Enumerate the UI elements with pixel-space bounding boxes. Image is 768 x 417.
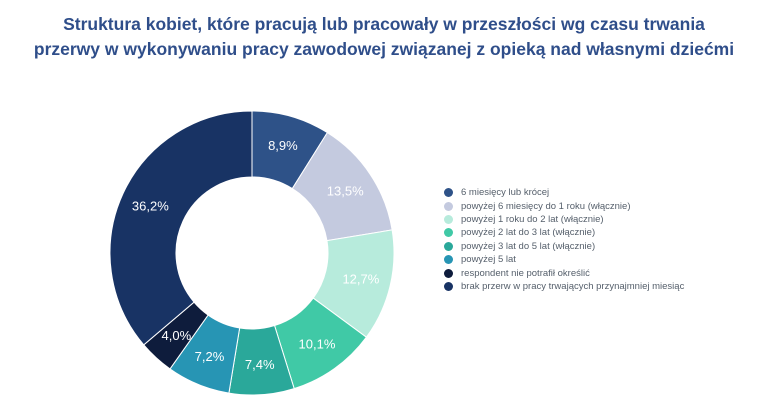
legend-label-5: powyżej 3 lat do 5 lat (włącznie) [461,240,596,252]
legend-swatch-1 [444,188,453,198]
legend-swatch-8 [444,281,453,291]
legend-swatch-7 [444,268,453,278]
donut-slice-8 [109,110,253,346]
chart-title-line1: Struktura kobiet, które pracują lub prac… [63,14,705,34]
legend-label-8: brak przerw w pracy trwających przynajmn… [461,280,685,292]
legend-label-2: powyżej 6 miesięcy do 1 roku (włącznie) [461,200,631,212]
legend-item-7: respondent nie potrafił określić [444,266,684,279]
slice-value-label-1: 8,9% [268,138,298,153]
legend-swatch-6 [444,255,453,265]
chart-legend: 6 miesięcy lub krócej powyżej 6 miesięcy … [444,186,684,293]
legend-item-5: powyżej 3 lat do 5 lat (włącznie) [444,240,684,253]
slice-value-label-8: 36,2% [132,198,169,213]
chart-title: Struktura kobiet, które pracują lub prac… [0,12,768,62]
legend-swatch-5 [444,241,453,251]
legend-item-6: powyżej 5 lat [444,253,684,266]
legend-item-1: 6 miesięcy lub krócej [444,186,684,199]
legend-label-6: powyżej 5 lat [461,254,516,266]
slice-value-label-5: 7,4% [245,357,275,372]
legend-item-8: brak przerw w pracy trwających przynajmn… [444,280,684,293]
slice-value-label-3: 12,7% [342,272,379,287]
legend-label-7: respondent nie potrafił określić [461,267,590,279]
legend-swatch-3 [444,214,453,224]
legend-item-4: powyżej 2 lat do 3 lat (włącznie) [444,226,684,239]
slice-value-label-7: 4,0% [162,328,192,343]
slice-value-label-6: 7,2% [195,349,225,364]
legend-label-3: powyżej 1 roku do 2 lat (włącznie) [461,213,604,225]
legend-swatch-4 [444,228,453,238]
legend-item-2: powyżej 6 miesięcy do 1 roku (włącznie) [444,199,684,212]
legend-label-4: powyżej 2 lat do 3 lat (włącznie) [461,227,596,239]
legend-swatch-2 [444,201,453,211]
chart-title-line2: przerwy w wykonywaniu pracy zawodowej zw… [33,39,735,59]
legend-item-3: powyżej 1 roku do 2 lat (włącznie) [444,213,684,226]
slice-value-label-2: 13,5% [327,183,364,198]
legend-label-1: 6 miesięcy lub krócej [461,187,550,199]
slice-value-label-4: 10,1% [299,337,336,352]
